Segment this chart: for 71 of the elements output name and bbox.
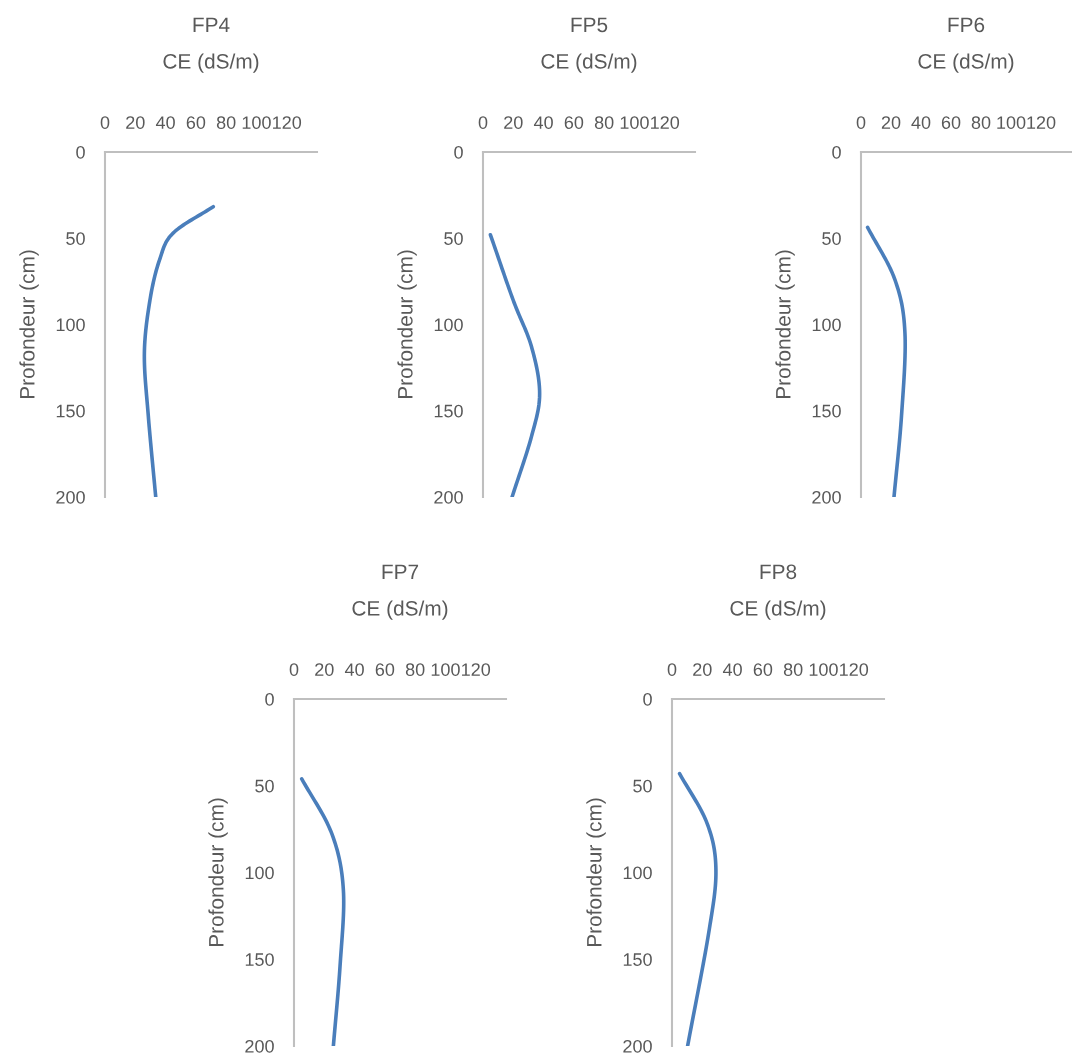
y-tick-label: 200 — [623, 1039, 652, 1053]
y-tick-label: 100 — [434, 318, 463, 332]
y-axis-title: Profondeur (cm) — [208, 798, 228, 947]
y-tick-label: 200 — [812, 490, 841, 504]
x-tick-label: 60 — [753, 663, 773, 676]
y-tick-label: 100 — [56, 318, 85, 332]
x-tick-label: 0 — [100, 116, 110, 129]
chart-title: FP8 — [760, 564, 797, 580]
x-axis-title: CE (dS/m) — [918, 53, 1014, 73]
x-tick-label: 20 — [693, 663, 712, 676]
y-tick-label: 0 — [832, 145, 841, 159]
x-tick-label: 0 — [478, 116, 488, 129]
x-tick-label: 60 — [941, 116, 961, 129]
x-tick-label: 60 — [564, 116, 584, 129]
x-tick-label: 40 — [533, 116, 553, 129]
x-tick-label: 0 — [667, 663, 677, 676]
y-axis-title: Profondeur (cm) — [397, 250, 417, 399]
y-tick-label: 0 — [643, 692, 652, 706]
x-tick-label: 80 — [783, 663, 803, 676]
x-tick-label: 120 — [462, 663, 491, 676]
y-tick-label: 0 — [454, 145, 463, 159]
x-tick-label: 20 — [315, 663, 334, 676]
x-tick-label: 80 — [216, 116, 236, 129]
y-tick-label: 150 — [434, 404, 463, 418]
x-tick-label: 0 — [856, 116, 866, 129]
y-tick-label: 150 — [623, 953, 652, 966]
chart-title: FP5 — [571, 17, 608, 33]
y-axis-title: Profondeur (cm) — [775, 250, 795, 399]
x-tick-label: 20 — [881, 116, 901, 129]
x-tick-label: 0 — [289, 663, 299, 676]
x-axis-title: CE (dS/m) — [163, 53, 259, 73]
y-tick-label: 100 — [623, 866, 652, 880]
x-tick-label: 20 — [126, 116, 145, 129]
x-tick-label: 40 — [722, 663, 742, 676]
x-tick-label: 100 — [997, 116, 1026, 129]
x-axis-title: CE (dS/m) — [730, 600, 826, 620]
x-tick-label: 80 — [594, 116, 614, 129]
x-tick-label: 40 — [344, 663, 364, 676]
y-tick-label: 150 — [56, 404, 85, 418]
x-tick-label: 60 — [186, 116, 206, 129]
y-tick-label: 50 — [822, 232, 841, 245]
chart-title: FP7 — [382, 564, 419, 579]
x-tick-label: 40 — [155, 116, 175, 129]
y-tick-label: 200 — [434, 490, 463, 504]
y-tick-label: 50 — [66, 232, 85, 245]
x-tick-label: 120 — [273, 116, 302, 129]
y-tick-label: 200 — [56, 490, 85, 504]
chart-title: FP4 — [193, 17, 230, 32]
y-tick-label: 50 — [255, 779, 274, 793]
x-axis-title: CE (dS/m) — [352, 600, 448, 620]
x-tick-label: 80 — [405, 663, 425, 676]
x-tick-label: 120 — [1027, 116, 1056, 129]
y-tick-label: 100 — [812, 318, 841, 332]
x-tick-label: 60 — [375, 663, 395, 676]
chart-title: FP6 — [948, 17, 985, 33]
y-tick-label: 50 — [633, 779, 652, 793]
x-tick-label: 120 — [840, 663, 869, 676]
y-tick-label: 200 — [245, 1039, 274, 1053]
y-axis-title: Profondeur (cm) — [586, 798, 606, 947]
y-tick-label: 0 — [265, 692, 274, 706]
x-tick-label: 20 — [504, 116, 523, 129]
y-axis-title: Profondeur (cm) — [19, 250, 39, 399]
y-tick-label: 150 — [812, 404, 841, 418]
x-tick-label: 120 — [651, 116, 680, 129]
y-tick-label: 100 — [245, 866, 274, 880]
y-tick-label: 150 — [245, 953, 274, 966]
x-tick-label: 40 — [911, 116, 931, 129]
y-tick-label: 0 — [76, 145, 85, 159]
y-tick-label: 50 — [444, 232, 463, 245]
x-axis-title: CE (dS/m) — [541, 53, 637, 73]
x-tick-label: 80 — [971, 116, 991, 129]
